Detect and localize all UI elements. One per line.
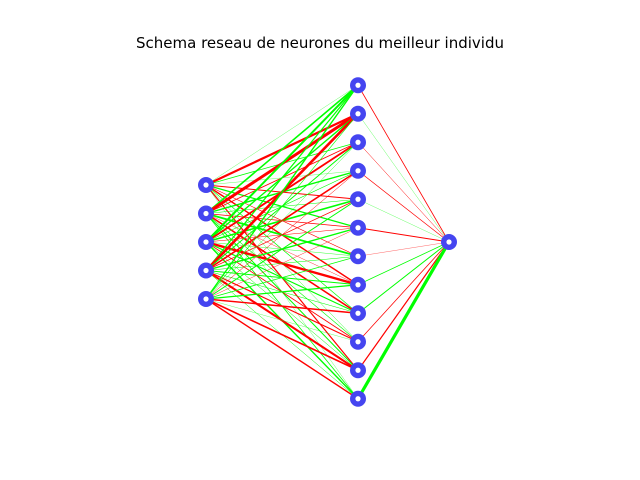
hidden-neuron-1 <box>350 77 366 94</box>
connection-input-5-hidden-6 <box>205 227 359 300</box>
connection-input-5-hidden-3 <box>205 142 359 300</box>
hidden-neuron-5 <box>350 191 366 208</box>
hidden-neuron-8 <box>350 276 366 293</box>
connection-hidden-7-output-1 <box>357 241 450 257</box>
connection-hidden-2-output-1 <box>357 113 450 243</box>
hidden-neuron-12 <box>350 390 366 407</box>
hidden-neuron-9 <box>350 305 366 322</box>
input-neuron-1 <box>198 177 214 193</box>
diagram-title: Schema reseau de neurones du meilleur in… <box>136 34 504 52</box>
connection-input-5-hidden-1 <box>205 84 359 300</box>
connection-hidden-3-output-1 <box>357 142 450 243</box>
connection-input-5-hidden-7 <box>205 255 359 300</box>
input-neuron-5 <box>198 291 214 307</box>
connection-hidden-5-output-1 <box>357 199 450 243</box>
connection-input-5-hidden-11 <box>205 298 359 372</box>
hidden-neuron-10 <box>350 333 366 350</box>
input-neuron-3 <box>198 234 214 250</box>
connection-input-2-hidden-1 <box>205 84 359 215</box>
connection-hidden-6-output-1 <box>357 227 450 243</box>
hidden-neuron-6 <box>350 219 366 236</box>
connection-input-5-hidden-9 <box>205 298 359 314</box>
hidden-neuron-11 <box>350 362 366 379</box>
connection-hidden-10-output-1 <box>357 241 450 343</box>
input-neuron-2 <box>198 205 214 222</box>
connection-hidden-1-output-1 <box>357 84 450 243</box>
connections-layer <box>204 84 451 401</box>
connection-input-4-hidden-1 <box>205 84 359 272</box>
connection-hidden-11-output-1 <box>357 241 450 371</box>
connection-input-5-hidden-5 <box>205 198 359 300</box>
connection-hidden-8-output-1 <box>357 241 450 286</box>
hidden-neuron-2 <box>350 105 366 122</box>
input-neuron-4 <box>198 262 214 279</box>
connection-hidden-12-output-1 <box>356 240 451 401</box>
hidden-neuron-7 <box>350 248 366 265</box>
connection-hidden-9-output-1 <box>357 241 450 314</box>
connection-input-5-hidden-2 <box>205 113 359 300</box>
connection-input-5-hidden-12 <box>205 298 359 400</box>
connection-input-5-hidden-4 <box>205 170 359 300</box>
connection-input-5-hidden-8 <box>205 284 359 300</box>
connection-input-5-hidden-10 <box>205 298 359 342</box>
neurons-layer <box>198 77 457 407</box>
connection-input-1-hidden-1 <box>205 85 359 186</box>
connection-hidden-4-output-1 <box>357 170 450 243</box>
output-neuron-1 <box>441 234 457 250</box>
hidden-neuron-4 <box>350 162 366 179</box>
connection-input-3-hidden-1 <box>205 84 359 243</box>
hidden-neuron-3 <box>350 134 366 151</box>
